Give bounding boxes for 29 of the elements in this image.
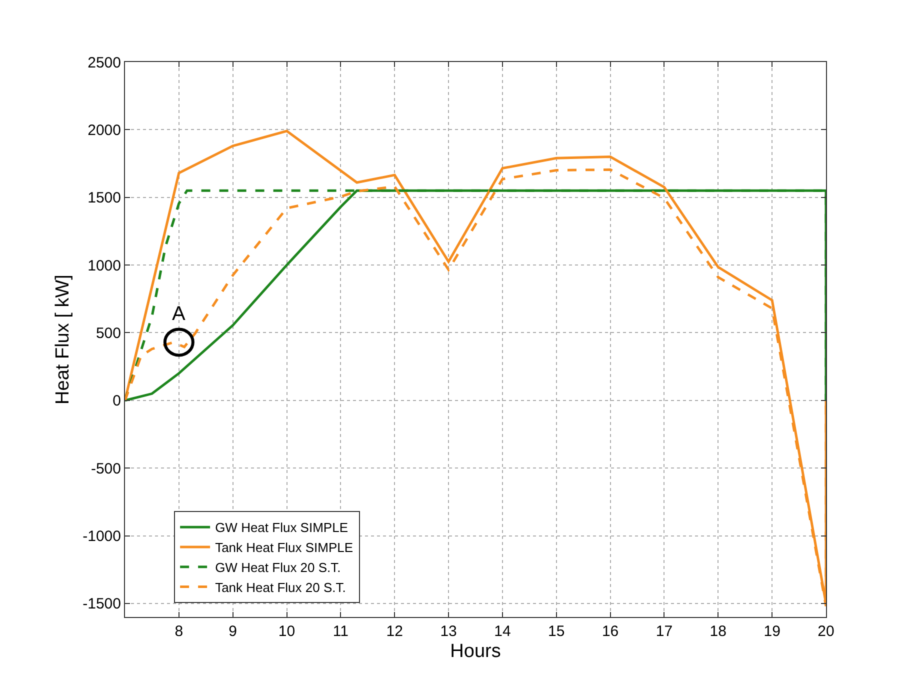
x-tick-label: 14	[494, 623, 511, 640]
x-axis-title: Hours	[450, 640, 501, 662]
y-tick-label: -1000	[82, 528, 121, 546]
x-tick-label: 18	[710, 623, 726, 640]
y-tick-label: 2500	[88, 54, 121, 72]
y-tick-label: -1500	[82, 596, 121, 613]
x-tick-label: 17	[656, 623, 673, 640]
x-tick-label: 16	[602, 623, 619, 640]
x-tick-label: 10	[278, 623, 296, 640]
annotation: A	[172, 303, 186, 325]
y-tick-label: -500	[90, 460, 121, 478]
x-tick-label: 9	[228, 623, 238, 640]
legend-label: Tank Heat Flux 20 S.T.	[215, 580, 346, 595]
y-tick-label: 500	[96, 324, 121, 342]
y-tick-label: 0	[112, 392, 121, 410]
x-tick-label: 19	[764, 623, 780, 640]
legend-label: Tank Heat Flux SIMPLE	[215, 540, 354, 556]
y-axis-title: Heat Flux [ kW]	[52, 274, 74, 404]
y-tick-label: 1500	[88, 190, 121, 207]
legend-label: GW Heat Flux SIMPLE	[215, 520, 348, 536]
legend-label: GW Heat Flux 20 S.T.	[215, 560, 341, 575]
y-tick-label: 1000	[88, 257, 121, 274]
x-tick-label: 12	[386, 623, 403, 640]
x-tick-label: 11	[332, 623, 348, 640]
x-tick-label: 13	[440, 623, 457, 640]
y-tick-label: 2000	[88, 122, 121, 139]
x-tick-label: 8	[174, 623, 184, 640]
x-tick-label: 20	[818, 623, 834, 640]
x-tick-label: 15	[548, 623, 565, 640]
